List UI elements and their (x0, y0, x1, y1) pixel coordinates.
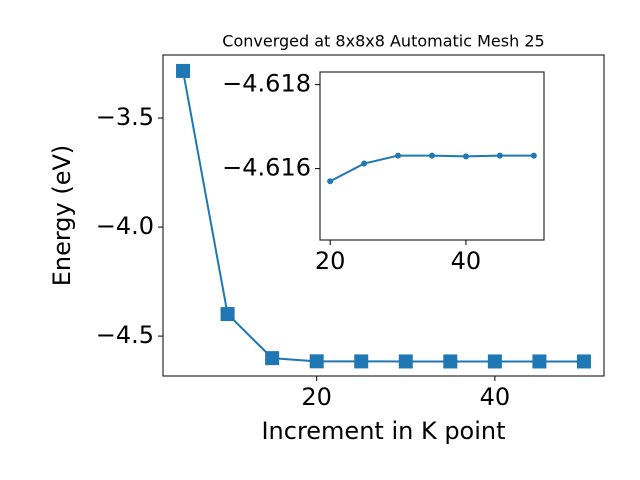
x-tick-label: 20 (315, 247, 346, 275)
y-tick-label: −3.5 (96, 103, 154, 131)
y-axis-label: Energy (eV) (48, 145, 76, 287)
marker (429, 152, 435, 159)
marker (176, 63, 191, 78)
marker (443, 354, 458, 369)
marker (487, 354, 502, 369)
marker (496, 152, 503, 159)
marker (532, 354, 547, 369)
y-tick-label: −4.618 (222, 70, 311, 98)
x-tick-label: 40 (451, 247, 482, 275)
marker (576, 354, 591, 369)
y-tick-label: −4.0 (96, 212, 154, 240)
y-tick-label: −4.5 (96, 321, 154, 349)
series-line (182, 70, 584, 363)
marker (309, 354, 324, 369)
marker (354, 354, 369, 369)
x-tick-label: 20 (301, 383, 332, 411)
chart-title: Converged at 8x8x8 Automatic Mesh 25 (222, 32, 544, 51)
marker (265, 351, 280, 366)
marker (327, 178, 334, 185)
marker (398, 354, 413, 369)
marker (361, 160, 368, 167)
marker (462, 153, 469, 160)
marker (395, 152, 402, 159)
x-axis-label: Increment in K point (261, 417, 505, 445)
y-tick-label: −4.616 (222, 154, 311, 182)
marker (220, 307, 235, 322)
x-tick-label: 40 (480, 383, 511, 411)
marker (530, 152, 537, 159)
